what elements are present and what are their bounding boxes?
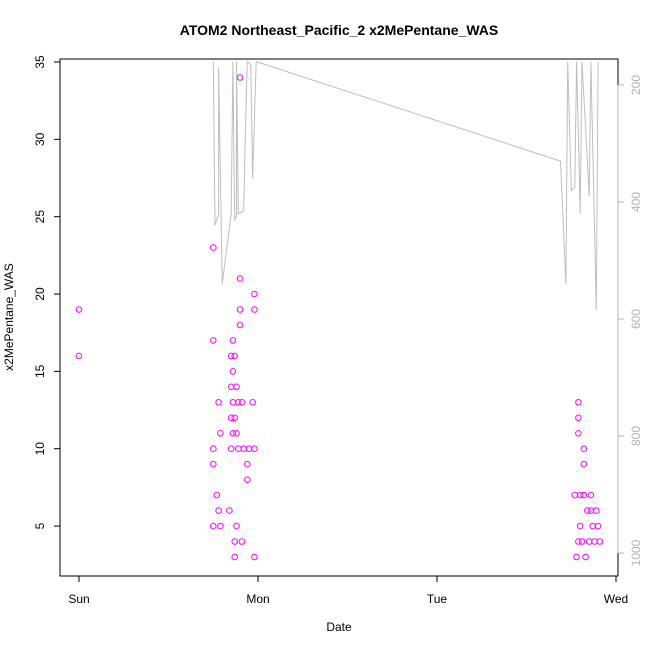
chart-title: ATOM2 Northeast_Pacific_2 x2MePentane_WA… bbox=[180, 22, 499, 38]
data-point bbox=[233, 383, 240, 391]
data-point bbox=[582, 553, 589, 561]
data-point bbox=[226, 507, 233, 514]
x-tick-label: Tue bbox=[427, 592, 448, 606]
x-tick-label: Wed bbox=[604, 592, 628, 606]
x-tick-label: Mon bbox=[246, 592, 269, 606]
y-tick-label: 5 bbox=[33, 522, 47, 529]
data-point bbox=[227, 414, 235, 422]
data-point bbox=[251, 553, 258, 561]
data-points-layer bbox=[75, 74, 604, 561]
data-point bbox=[227, 352, 235, 360]
data-point bbox=[231, 352, 238, 360]
data-point bbox=[587, 491, 595, 499]
data-point bbox=[576, 491, 584, 499]
data-point bbox=[231, 553, 238, 561]
data-point bbox=[231, 414, 238, 422]
data-point bbox=[75, 352, 83, 360]
data-point bbox=[210, 522, 217, 530]
data-point bbox=[229, 368, 237, 375]
data-point bbox=[249, 399, 256, 406]
data-point bbox=[75, 306, 83, 313]
data-point bbox=[217, 522, 224, 530]
data-point bbox=[236, 275, 244, 282]
data-point bbox=[596, 538, 604, 545]
data-point bbox=[580, 491, 588, 499]
y-tick-label: 20 bbox=[33, 287, 47, 301]
x-axis-label: Date bbox=[326, 620, 352, 634]
data-point bbox=[210, 445, 217, 453]
data-point bbox=[213, 491, 221, 499]
data-point bbox=[236, 321, 244, 329]
data-point bbox=[240, 445, 247, 453]
data-point bbox=[585, 538, 593, 545]
data-point bbox=[229, 399, 237, 406]
data-point bbox=[580, 460, 588, 468]
pressure-line-layer bbox=[212, 60, 599, 311]
y-axis: 5 10 15 20 25 30 35 bbox=[33, 55, 61, 529]
data-point bbox=[575, 430, 582, 437]
data-point bbox=[594, 522, 602, 530]
data-point bbox=[251, 306, 258, 313]
data-point bbox=[227, 445, 235, 453]
data-point bbox=[210, 244, 217, 251]
data-point bbox=[575, 399, 582, 406]
data-point bbox=[580, 445, 588, 453]
data-point bbox=[573, 553, 580, 561]
data-point bbox=[578, 538, 586, 545]
data-point bbox=[245, 445, 253, 453]
data-point bbox=[575, 414, 582, 422]
data-point bbox=[229, 430, 237, 437]
data-point bbox=[236, 306, 244, 313]
data-point bbox=[591, 538, 598, 545]
data-point bbox=[233, 522, 240, 530]
x-axis: Sun Mon Tue Wed bbox=[68, 575, 628, 606]
data-point bbox=[235, 445, 242, 453]
y-axis-label: x2MePentane_WAS bbox=[2, 263, 16, 371]
data-point bbox=[233, 430, 240, 437]
data-point bbox=[238, 538, 246, 545]
data-point bbox=[227, 383, 235, 391]
y-tick-label: 30 bbox=[33, 132, 47, 146]
y-tick-label: 10 bbox=[33, 442, 47, 456]
right-tick-label: 200 bbox=[629, 75, 643, 95]
data-point bbox=[215, 399, 222, 406]
data-point bbox=[235, 399, 242, 406]
data-point bbox=[217, 430, 224, 437]
y-tick-label: 15 bbox=[33, 364, 47, 378]
data-point bbox=[244, 476, 251, 484]
x-tick-label: Sun bbox=[68, 592, 89, 606]
data-point bbox=[587, 507, 595, 514]
right-tick-label: 600 bbox=[629, 309, 643, 329]
data-point bbox=[231, 538, 238, 545]
data-point bbox=[236, 74, 244, 81]
y-tick-label: 25 bbox=[33, 210, 47, 224]
data-point bbox=[244, 460, 251, 468]
data-point bbox=[215, 507, 222, 514]
data-point bbox=[593, 507, 600, 514]
data-point bbox=[238, 399, 246, 406]
data-point bbox=[571, 491, 579, 499]
y-tick-label: 35 bbox=[33, 55, 47, 69]
data-point bbox=[584, 507, 591, 514]
right-tick-label: 800 bbox=[629, 426, 643, 446]
pressure-line bbox=[212, 60, 599, 311]
right-tick-label: 400 bbox=[629, 192, 643, 212]
data-point bbox=[576, 522, 584, 530]
plot-frame bbox=[59, 58, 619, 577]
data-point bbox=[575, 538, 582, 545]
right-tick-label: 1000 bbox=[629, 539, 643, 566]
right-y-axis: 200 400 600 800 1000 bbox=[617, 75, 643, 566]
data-point bbox=[251, 445, 258, 453]
data-point bbox=[229, 337, 237, 344]
data-point bbox=[210, 460, 217, 468]
data-point bbox=[589, 522, 597, 530]
data-point bbox=[251, 290, 258, 298]
data-point bbox=[210, 337, 217, 344]
